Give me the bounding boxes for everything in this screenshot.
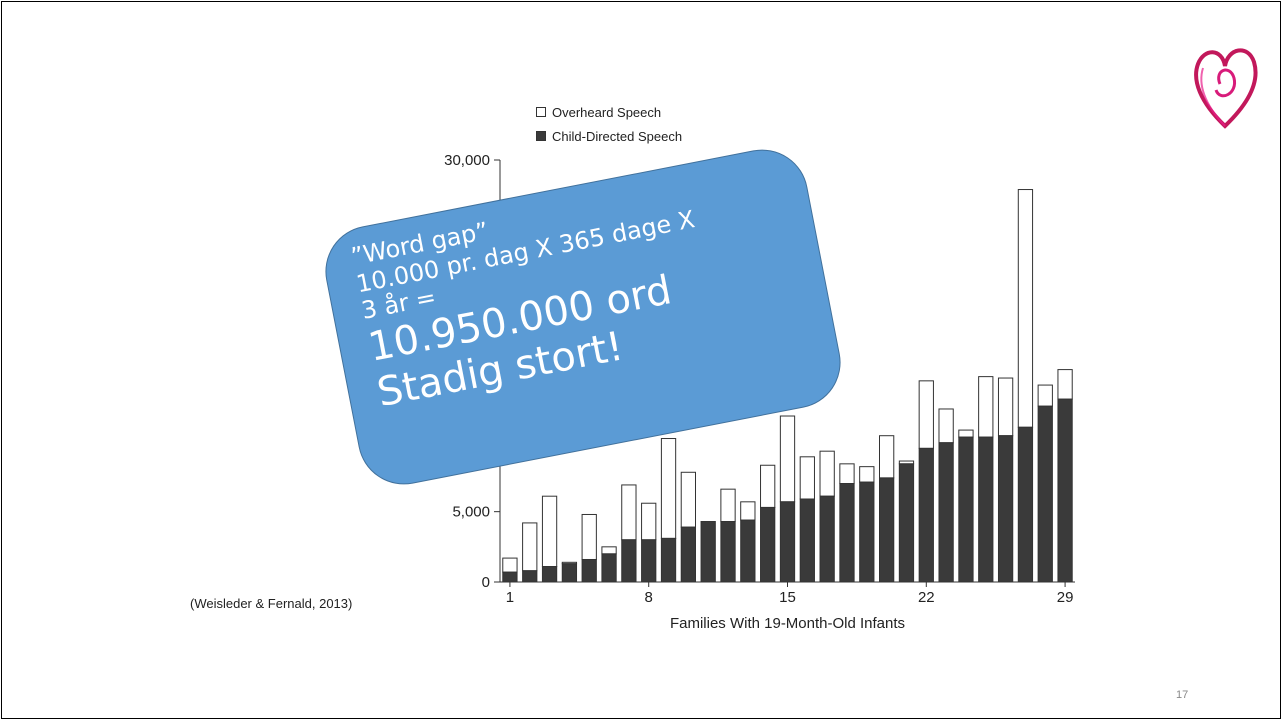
x-tick-label: 1	[506, 589, 514, 606]
x-tick-label: 29	[1057, 589, 1074, 606]
bar-child-directed-5	[581, 558, 597, 583]
bar-child-directed-8	[641, 539, 657, 583]
bar-child-directed-20	[879, 477, 895, 583]
bar-overheard-17	[819, 450, 835, 497]
bar-child-directed-25	[978, 436, 994, 583]
bars-group	[502, 189, 1073, 583]
bar-child-directed-17	[819, 495, 835, 583]
bar-overheard-29	[1057, 369, 1073, 400]
bar-child-directed-22	[918, 447, 934, 583]
bar-overheard-18	[839, 463, 855, 485]
bar-overheard-26	[997, 377, 1014, 437]
bar-child-directed-13	[740, 519, 756, 583]
bar-child-directed-19	[859, 481, 875, 583]
bar-overheard-22	[918, 380, 934, 449]
bar-child-directed-27	[1017, 426, 1034, 583]
bar-child-directed-6	[601, 553, 617, 583]
chart-legend: Overheard Speech Child-Directed Speech	[536, 100, 682, 148]
bar-overheard-12	[720, 488, 736, 523]
bar-child-directed-2	[522, 570, 538, 583]
bar-child-directed-23	[938, 442, 954, 583]
bar-overheard-1	[502, 557, 518, 573]
bar-child-directed-24	[958, 436, 974, 583]
y-tick-label: 30,000	[444, 152, 490, 169]
bar-overheard-6	[601, 546, 617, 555]
y-tick-label: 5,000	[452, 504, 490, 521]
bar-overheard-8	[641, 502, 657, 541]
bar-child-directed-3	[541, 566, 558, 583]
x-tick-label: 15	[779, 589, 796, 606]
bar-overheard-27	[1017, 189, 1034, 428]
bar-overheard-19	[859, 466, 875, 483]
bar-overheard-14	[760, 464, 776, 508]
bar-child-directed-7	[621, 539, 637, 583]
x-tick-label: 22	[918, 589, 935, 606]
citation-text: (Weisleder & Fernald, 2013)	[190, 596, 353, 611]
heart-logo-icon	[1194, 48, 1258, 129]
bar-child-directed-1	[502, 571, 518, 583]
x-axis-label: Families With 19-Month-Old Infants	[670, 615, 905, 632]
page-number: 17	[1176, 689, 1189, 701]
legend-swatch-overheard	[536, 107, 546, 117]
bar-overheard-20	[879, 435, 895, 479]
y-tick-label: 0	[482, 574, 490, 591]
bar-overheard-2	[522, 522, 538, 572]
bar-overheard-16	[799, 456, 815, 500]
x-ticks-group: 1 8 15 22 29	[506, 582, 1074, 606]
legend-item-child-directed: Child-Directed Speech	[536, 124, 682, 148]
legend-label-overheard: Overheard Speech	[552, 104, 662, 120]
bar-child-directed-28	[1037, 405, 1053, 583]
legend-swatch-child-directed	[536, 131, 546, 141]
bar-child-directed-11	[700, 521, 716, 583]
bar-overheard-5	[581, 513, 597, 560]
bar-child-directed-21	[898, 463, 915, 583]
bar-overheard-7	[621, 484, 637, 541]
bar-overheard-3	[541, 495, 558, 568]
bar-child-directed-14	[760, 506, 776, 583]
bar-child-directed-12	[720, 521, 736, 583]
legend-item-overheard: Overheard Speech	[536, 100, 682, 124]
bar-overheard-23	[938, 408, 954, 444]
bar-overheard-10	[680, 471, 696, 528]
bar-overheard-24	[958, 429, 974, 438]
bar-child-directed-18	[839, 483, 855, 583]
bar-child-directed-10	[680, 526, 696, 583]
bar-overheard-15	[779, 415, 796, 503]
bar-child-directed-26	[997, 435, 1014, 583]
bar-overheard-25	[978, 376, 994, 438]
bar-overheard-13	[740, 501, 756, 521]
bar-child-directed-15	[779, 501, 796, 583]
bar-child-directed-29	[1057, 398, 1073, 583]
bar-overheard-28	[1037, 384, 1053, 407]
bar-child-directed-9	[660, 537, 677, 583]
bar-child-directed-4	[561, 563, 578, 583]
legend-label-child-directed: Child-Directed Speech	[552, 128, 683, 144]
bar-overheard-9	[660, 438, 677, 539]
bar-child-directed-16	[799, 498, 815, 583]
x-tick-label: 8	[645, 589, 653, 606]
y-ticks-group: 0 5,000 30,000	[444, 152, 500, 591]
